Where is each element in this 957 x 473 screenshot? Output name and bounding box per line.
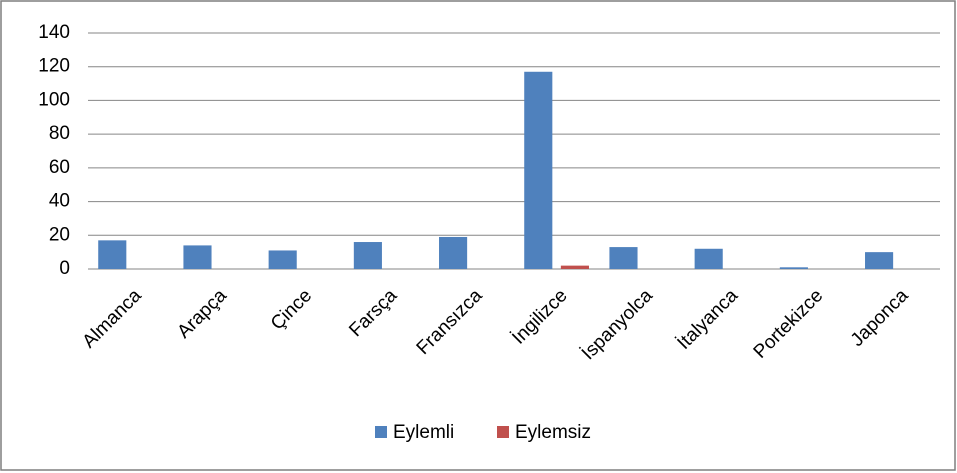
legend-swatch [375,426,387,438]
bar [694,248,723,269]
bar [353,242,382,269]
bar [609,247,638,269]
bar [524,71,553,270]
y-tick-label: 140 [38,22,70,43]
bar [560,265,589,269]
y-tick-label: 40 [49,191,70,212]
y-tick-label: 20 [49,224,70,245]
bar [183,245,212,269]
bar [779,267,808,269]
bar [865,252,894,269]
legend-label: Eylemsiz [515,422,591,443]
bar [268,250,297,269]
y-tick-label: 100 [38,89,70,110]
bar [439,236,468,269]
y-tick-label: 0 [59,258,70,279]
y-tick-label: 120 [38,56,70,77]
bar [98,240,127,269]
y-tick-label: 80 [49,123,70,144]
legend-swatch [497,426,509,438]
y-tick-label: 60 [49,157,70,178]
legend-label: Eylemli [393,422,454,443]
